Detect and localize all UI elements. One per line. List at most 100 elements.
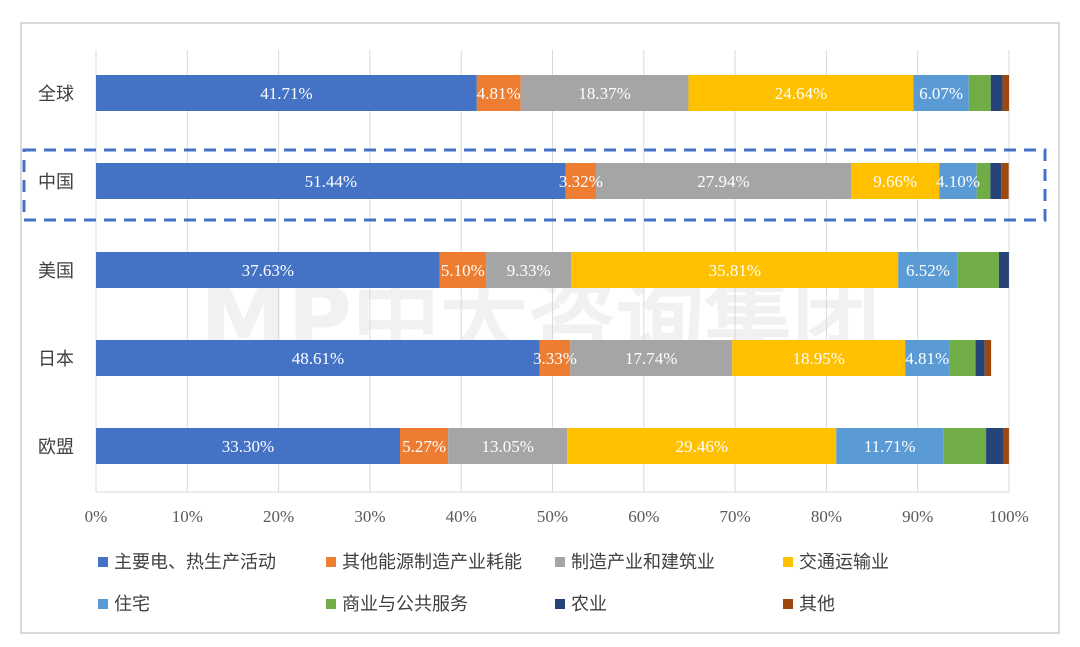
bar-segment (905, 340, 950, 376)
highlight-box-china (22, 148, 1047, 222)
category-label: 日本 (38, 349, 74, 370)
bar-segment (943, 428, 987, 464)
data-label: 17.74% (625, 349, 677, 368)
bar-segment (949, 340, 976, 376)
bar-segment (939, 163, 977, 199)
x-tick-label: 20% (263, 507, 294, 526)
data-label: 33.30% (222, 437, 274, 456)
bar-segment (539, 340, 571, 376)
x-tick-label: 30% (354, 507, 385, 526)
bar-segment (439, 252, 487, 288)
x-tick-label: 40% (446, 507, 477, 526)
data-label: 5.27% (402, 437, 446, 456)
legend-label: 其他 (799, 594, 835, 615)
bar-segment (732, 340, 906, 376)
data-label: 27.94% (697, 172, 749, 191)
legend-label: 交通运输业 (799, 552, 889, 573)
data-label: 4.81% (905, 349, 949, 368)
bar-segment (96, 252, 440, 288)
bar-segment (486, 252, 572, 288)
data-label: 3.33% (533, 349, 577, 368)
bar-segment (851, 163, 940, 199)
x-tick-label: 0% (85, 507, 108, 526)
bar-segment (990, 163, 1002, 199)
data-label: 51.44% (305, 172, 357, 191)
bar-segment (96, 340, 540, 376)
bar-segment (913, 75, 969, 111)
bar-segment (400, 428, 449, 464)
x-tick-label: 60% (628, 507, 659, 526)
bar-segment (96, 163, 566, 199)
legend-swatch (783, 599, 793, 609)
data-label: 18.37% (578, 84, 630, 103)
data-label: 5.10% (441, 261, 485, 280)
category-label: 中国 (38, 172, 74, 193)
data-label: 35.81% (709, 261, 761, 280)
bar-segment (836, 428, 944, 464)
data-label: 3.32% (559, 172, 603, 191)
bar-segment (595, 163, 852, 199)
data-label: 4.81% (477, 84, 521, 103)
data-label: 48.61% (292, 349, 344, 368)
data-label: 11.71% (864, 437, 916, 456)
data-label: 18.95% (792, 349, 844, 368)
x-tick-label: 100% (989, 507, 1029, 526)
bar-segment (96, 428, 401, 464)
data-label: 41.71% (260, 84, 312, 103)
bar-segment (984, 340, 992, 376)
bar-segment (976, 163, 991, 199)
data-label: 13.05% (482, 437, 534, 456)
legend-label: 制造产业和建筑业 (571, 552, 715, 573)
legend-swatch (98, 557, 108, 567)
data-label: 37.63% (242, 261, 294, 280)
bar-segment (570, 340, 733, 376)
data-label: 4.10% (936, 172, 980, 191)
legend-label: 商业与公共服务 (342, 594, 468, 615)
bar-segment (998, 252, 1009, 288)
data-label: 6.52% (906, 261, 950, 280)
legend-swatch (326, 599, 336, 609)
bar-segment (990, 75, 1003, 111)
bar-segment (1002, 75, 1009, 111)
bar-segment (571, 252, 899, 288)
data-label: 6.07% (919, 84, 963, 103)
bar-segment (565, 163, 596, 199)
bar-segment (975, 340, 985, 376)
bar-segment (520, 75, 689, 111)
legend-label: 住宅 (114, 594, 150, 615)
chart-panel (20, 22, 1060, 634)
data-label: 29.46% (676, 437, 728, 456)
category-label: 美国 (38, 261, 74, 282)
category-label: 全球 (38, 84, 74, 105)
bar-segment (986, 428, 1004, 464)
bar-segment (448, 428, 568, 464)
data-label: 24.64% (775, 84, 827, 103)
data-label: 9.33% (507, 261, 551, 280)
legend-swatch (326, 557, 336, 567)
bar-segment (688, 75, 914, 111)
legend-label: 农业 (571, 594, 607, 615)
bar-segment (96, 75, 477, 111)
legend-swatch (98, 599, 108, 609)
x-tick-label: 70% (720, 507, 751, 526)
bar-segment (957, 252, 999, 288)
bar-segment (567, 428, 837, 464)
bar-segment (476, 75, 521, 111)
x-tick-label: 80% (811, 507, 842, 526)
legend-label: 其他能源制造产业耗能 (342, 552, 522, 573)
bar-segment (1003, 428, 1009, 464)
legend-swatch (555, 557, 565, 567)
legend-label: 主要电、热生产活动 (114, 552, 276, 573)
x-tick-label: 50% (537, 507, 568, 526)
bar-segment (898, 252, 958, 288)
bar-segment (968, 75, 991, 111)
category-label: 欧盟 (38, 437, 74, 458)
legend-swatch (783, 557, 793, 567)
data-label: 9.66% (873, 172, 917, 191)
legend-swatch (555, 599, 565, 609)
x-tick-label: 90% (902, 507, 933, 526)
bar-segment (1001, 163, 1009, 199)
x-tick-label: 10% (172, 507, 203, 526)
